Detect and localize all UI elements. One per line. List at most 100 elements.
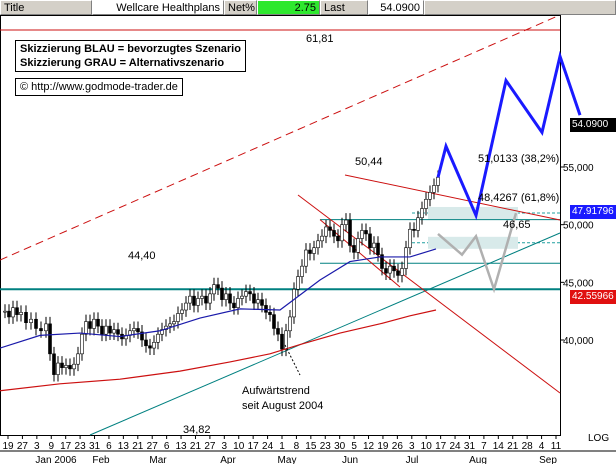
month-label: Sep — [539, 455, 557, 464]
netchange-value: 2.75 — [257, 0, 320, 15]
price-candle-body — [412, 228, 416, 231]
price-candle-body — [432, 185, 436, 193]
price-candle-body — [68, 365, 72, 370]
price-candle-body — [352, 245, 356, 253]
label-44-40: 44,40 — [128, 250, 156, 262]
price-candle-body — [48, 323, 52, 355]
label-trend-note-1: Aufwärtstrend — [242, 385, 310, 397]
source-url-box: © http://www.godmode-trader.de — [15, 78, 183, 96]
y-tick-label: 45,000 — [563, 278, 594, 289]
price-candle-body — [332, 230, 336, 237]
price-candle-body — [236, 298, 240, 309]
fib-382-zone — [428, 206, 518, 219]
x-tick-label: 17 — [60, 441, 72, 452]
price-candle-body — [148, 345, 152, 349]
label-50-44: 50,44 — [355, 156, 383, 168]
price-candle-body — [180, 309, 184, 314]
x-tick-label: 9 — [48, 441, 54, 452]
price-candle-body — [168, 323, 172, 327]
price-candle-body — [340, 224, 344, 242]
price-candle-body — [92, 318, 96, 329]
price-candle-body — [420, 208, 424, 219]
price-candle-body — [292, 288, 296, 318]
blue-scenario-path — [436, 50, 582, 221]
source-url[interactable]: http://www.godmode-trader.de — [31, 81, 178, 93]
price-candle-body — [428, 192, 432, 200]
price-candle-body — [64, 365, 68, 368]
price-candle-body — [384, 268, 388, 274]
price-candle-body — [336, 235, 340, 242]
month-label: Apr — [220, 455, 236, 464]
x-tick-label: 19 — [377, 441, 389, 452]
quote-header: Title Wellcare Healthplans Net% 2.75 Las… — [0, 0, 616, 15]
price-candle-body — [208, 293, 212, 304]
price-candle-body — [192, 295, 196, 306]
price-candle-body — [136, 328, 140, 333]
x-tick-label: 19 — [2, 441, 14, 452]
y-tick-label: 40,000 — [563, 336, 594, 347]
price-candle-body — [248, 291, 252, 295]
x-tick-label: 31 — [89, 441, 101, 452]
price-candle-body — [396, 270, 400, 276]
uptrend-line — [89, 232, 561, 436]
price-candle-body — [96, 318, 100, 327]
price-candle-body — [19, 312, 23, 315]
price-candle-body — [184, 302, 188, 311]
x-tick-label: 27 — [17, 441, 29, 452]
plot-frame — [0, 15, 561, 436]
price-candle-body — [11, 307, 15, 318]
x-tick-label: 21 — [507, 441, 519, 452]
price-candle-body — [424, 198, 428, 209]
month-label: Feb — [92, 455, 110, 464]
price-candle-body — [108, 325, 112, 334]
price-candle-body — [364, 230, 368, 235]
x-tick-label: 21 — [132, 441, 144, 452]
last-value: 54.0900 — [368, 0, 424, 15]
price-candle-body — [416, 217, 420, 231]
price-candle-body — [39, 328, 43, 332]
price-box-last: 54.0900 — [570, 118, 616, 132]
price-candle-body — [392, 265, 396, 272]
price-candle-body — [24, 312, 28, 324]
price-candle-body — [152, 342, 156, 349]
copyright-icon: © — [20, 81, 29, 93]
x-tick-label: 28 — [522, 441, 534, 452]
x-tick-label: 26 — [392, 441, 404, 452]
price-candle-body — [7, 310, 11, 318]
price-box-red-ma: 42.55966 — [570, 290, 616, 304]
x-tick-label: 3 — [409, 441, 415, 452]
ma-red-line — [0, 309, 437, 392]
price-candle-body — [80, 333, 84, 355]
legend-grey-scenario: Skizzierung GRAU = Alternativszenario — [20, 57, 225, 69]
month-label: Jun — [342, 455, 358, 464]
price-candle-body — [172, 321, 176, 325]
y-tick-label: 55,000 — [563, 163, 594, 174]
price-candle-body — [280, 333, 284, 350]
price-candle-body — [34, 318, 38, 329]
price-candle-body — [388, 265, 392, 274]
price-candle-body — [408, 228, 412, 249]
price-candle-body — [344, 219, 348, 225]
trend-note-pointer — [284, 344, 301, 376]
last-label: Last — [320, 0, 368, 15]
price-candle-body — [324, 226, 328, 237]
price-candle-body — [436, 177, 440, 186]
price-box-blue-ma: 47.91796 — [570, 205, 616, 219]
x-tick-label: 6 — [164, 441, 170, 452]
legend-blue-scenario: Skizzierung BLAU = bevorzugtes Szenario — [20, 43, 241, 55]
price-candle-body — [244, 291, 248, 297]
price-candle-body — [232, 302, 236, 309]
y-tick-label: 50,000 — [563, 221, 594, 232]
ma-blue-line — [0, 248, 437, 349]
price-candle-body — [328, 226, 332, 231]
x-tick-label: 14 — [493, 441, 505, 452]
price-candle-body — [316, 240, 320, 249]
price-candle-body — [72, 363, 76, 370]
price-candle-body — [264, 305, 268, 313]
x-tick-label: 8 — [294, 441, 300, 452]
price-candle-body — [368, 233, 372, 249]
x-tick-label: 1 — [279, 441, 285, 452]
label-trend-note-2: seit August 2004 — [242, 400, 323, 412]
label-61-81: 61,81 — [306, 33, 334, 45]
netchange-label: Net% — [224, 0, 257, 15]
